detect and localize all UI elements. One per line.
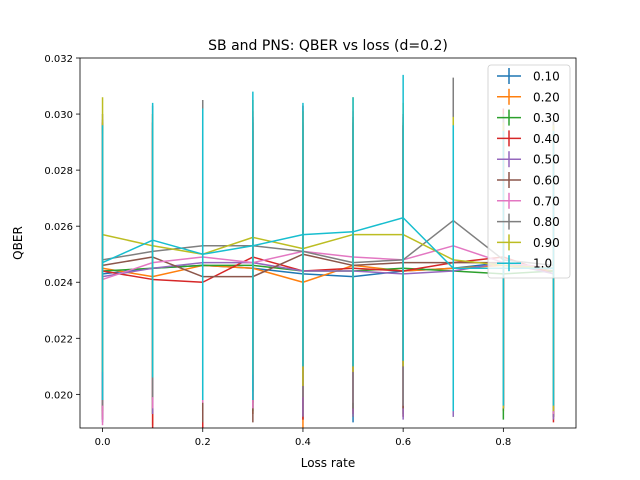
legend-label: 0.70	[533, 194, 560, 208]
series-line	[102, 256, 554, 283]
y-tick-label: 0.026	[44, 222, 73, 233]
x-tick-label: 0.2	[195, 437, 211, 448]
legend-item: 0.50	[497, 151, 560, 168]
legend-label: 0.60	[533, 174, 560, 188]
y-tick-label: 0.020	[44, 390, 73, 401]
x-tick-label: 0.0	[95, 437, 111, 448]
y-axis-label: QBER	[11, 226, 25, 260]
legend-item: 1.0	[497, 255, 552, 272]
legend-item: 0.10	[497, 68, 560, 84]
legend-item: 0.40	[497, 130, 560, 147]
y-tick-label: 0.022	[44, 334, 73, 345]
axes-frame	[79, 57, 577, 429]
x-tick-label: 0.6	[395, 437, 411, 448]
legend-label: 0.50	[533, 153, 560, 167]
y-tick-label: 0.024	[44, 278, 73, 289]
legend-label: 0.30	[533, 111, 560, 125]
y-tick-label: 0.030	[44, 110, 73, 121]
legend-item: 0.70	[497, 192, 560, 209]
x-axis-label: Loss rate	[301, 456, 356, 470]
axes-layer	[79, 57, 577, 429]
y-tick-label: 0.028	[44, 166, 73, 177]
legend-label: 0.90	[533, 236, 560, 250]
legend-label: 1.0	[533, 257, 552, 271]
series-line	[102, 261, 554, 278]
legend-item: 0.20	[497, 88, 560, 105]
legend-item: 0.60	[497, 172, 560, 188]
legend-label: 0.40	[533, 132, 560, 146]
chart-title: SB and PNS: QBER vs loss (d=0.2)	[208, 38, 448, 54]
legend-label: 0.10	[533, 70, 560, 84]
series-line	[102, 217, 554, 269]
x-ticks: 0.0 0.2 0.4 0.6 0.8	[95, 428, 511, 448]
series-1.0	[101, 74, 555, 412]
series-line	[102, 245, 554, 281]
legend-item: 0.90	[497, 234, 560, 251]
legend-label: 0.80	[533, 215, 560, 229]
y-tick-label: 0.032	[44, 54, 73, 65]
legend: 0.10 0.20 0.30 0.40 0.50 0.60 0.70 0.80 0.90 1.0	[487, 64, 571, 279]
x-tick-label: 0.8	[495, 437, 511, 448]
series-line	[102, 219, 554, 267]
legend-label: 0.20	[533, 90, 560, 104]
legend-item: 0.80	[497, 213, 560, 230]
x-tick-label: 0.4	[295, 437, 311, 448]
legend-item: 0.30	[497, 109, 560, 126]
y-ticks: 0.020 0.022 0.024 0.026 0.028 0.030 0.032	[44, 54, 80, 401]
series-line	[102, 233, 554, 269]
